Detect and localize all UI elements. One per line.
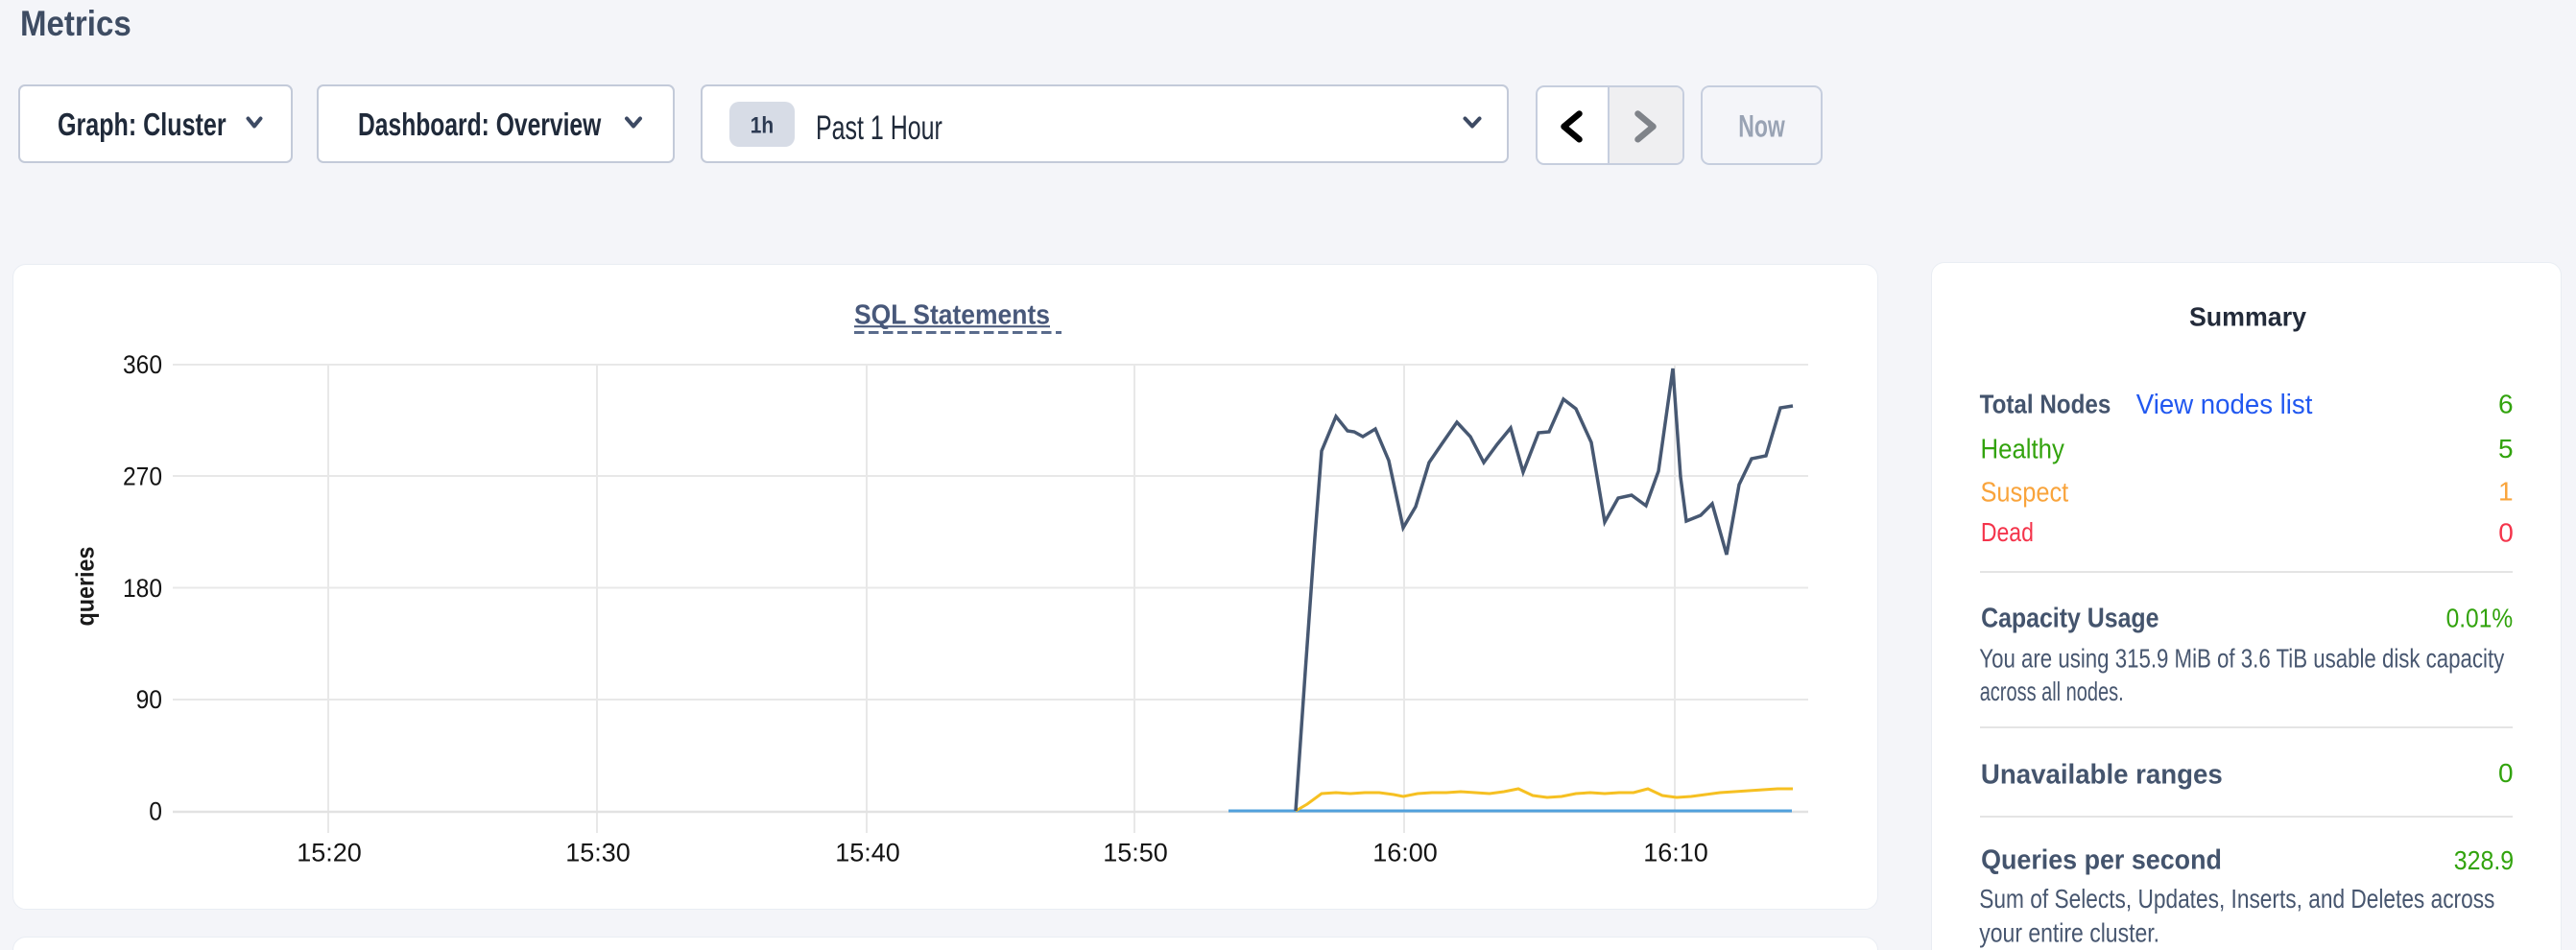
svg-text:180: 180 [123, 574, 162, 603]
svg-text:15:40: 15:40 [835, 839, 900, 867]
svg-text:6: 6 [2498, 389, 2514, 418]
svg-text:1: 1 [2498, 477, 2514, 507]
svg-text:0: 0 [149, 797, 162, 826]
svg-text:Healthy: Healthy [1981, 435, 2065, 465]
svg-text:360: 360 [123, 350, 162, 379]
svg-text:0: 0 [2498, 758, 2514, 788]
svg-text:Past 1 Hour: Past 1 Hour [816, 109, 942, 147]
svg-text:0.01%: 0.01% [2446, 604, 2514, 633]
svg-text:16:00: 16:00 [1372, 839, 1438, 867]
svg-text:Summary: Summary [2189, 301, 2306, 331]
svg-text:Dead: Dead [1981, 517, 2034, 547]
svg-text:1h: 1h [751, 112, 774, 138]
svg-text:You are using 315.9 MiB of 3.6: You are using 315.9 MiB of 3.6 TiB usabl… [1979, 643, 2504, 673]
svg-text:View nodes list: View nodes list [2136, 390, 2313, 420]
svg-text:Capacity Usage: Capacity Usage [1981, 603, 2159, 633]
svg-text:270: 270 [123, 463, 162, 491]
svg-text:Queries per second: Queries per second [1981, 845, 2222, 876]
svg-text:SQL Statements: SQL Statements [854, 299, 1050, 330]
svg-text:90: 90 [136, 685, 162, 714]
svg-text:328.9: 328.9 [2454, 845, 2514, 875]
svg-text:Graph: Cluster: Graph: Cluster [58, 107, 227, 142]
svg-text:15:50: 15:50 [1103, 839, 1168, 867]
svg-text:15:20: 15:20 [297, 839, 362, 867]
svg-text:16:10: 16:10 [1643, 839, 1708, 867]
svg-text:Unavailable ranges: Unavailable ranges [1981, 760, 2223, 791]
svg-text:Dashboard: Overview: Dashboard: Overview [358, 107, 602, 142]
svg-text:across all nodes.: across all nodes. [1980, 677, 2124, 706]
svg-text:Suspect: Suspect [1981, 478, 2069, 509]
svg-text:15:30: 15:30 [565, 839, 631, 867]
svg-text:queries: queries [71, 547, 100, 627]
svg-text:your entire cluster.: your entire cluster. [1979, 918, 2159, 948]
svg-text:Metrics: Metrics [20, 4, 131, 43]
svg-text:5: 5 [2498, 434, 2514, 463]
svg-text:0: 0 [2498, 518, 2514, 548]
svg-text:Sum of Selects, Updates, Inser: Sum of Selects, Updates, Inserts, and De… [1979, 884, 2494, 914]
svg-text:Now: Now [1738, 109, 1785, 144]
svg-text:Total Nodes: Total Nodes [1980, 390, 2111, 419]
